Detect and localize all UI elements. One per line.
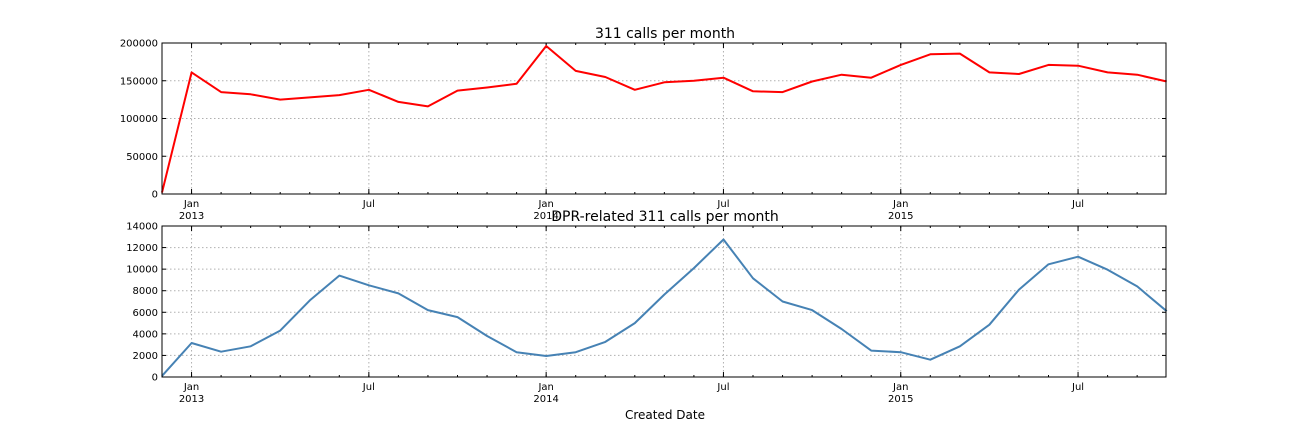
x-tick-sublabel: 2014 (533, 394, 558, 405)
x-tick-label: Jan (892, 199, 908, 210)
y-tick-label: 6000 (133, 308, 158, 319)
series-line-1 (161, 45, 1167, 193)
plot-frame-2 (161, 225, 1167, 378)
chart-2-x-axis-label: Created Date (625, 408, 705, 422)
x-tick-label: Jan (183, 199, 199, 210)
y-tick-label: 100000 (120, 114, 158, 125)
x-tick-sublabel: 2014 (533, 211, 558, 222)
y-tick-label: 14000 (126, 222, 158, 233)
y-tick-label: 0 (152, 373, 158, 384)
x-tick-label: Jul (716, 382, 729, 393)
y-tick-label: 150000 (120, 76, 158, 87)
series-line-2 (161, 238, 1168, 377)
plot-frame-1 (161, 42, 1167, 195)
x-tick-label: Jul (716, 199, 729, 210)
x-tick-label: Jul (1071, 382, 1084, 393)
chart-1-title: 311 calls per month (595, 26, 735, 42)
x-tick-label: Jan (537, 382, 553, 393)
y-tick-label: 0 (152, 190, 158, 201)
x-tick-label: Jul (362, 382, 375, 393)
x-tick-label: Jan (183, 382, 199, 393)
y-tick-label: 50000 (126, 152, 158, 163)
y-tick-label: 10000 (126, 265, 158, 276)
x-tick-label: Jul (1071, 199, 1084, 210)
y-tick-label: 8000 (133, 286, 158, 297)
x-tick-sublabel: 2015 (888, 211, 913, 222)
x-tick-sublabel: 2013 (179, 211, 204, 222)
y-tick-label: 200000 (120, 39, 158, 50)
y-tick-label: 12000 (126, 243, 158, 254)
y-tick-label: 2000 (133, 351, 158, 362)
x-tick-sublabel: 2013 (179, 394, 204, 405)
x-tick-label: Jul (362, 199, 375, 210)
x-tick-label: Jan (892, 382, 908, 393)
x-tick-sublabel: 2015 (888, 394, 913, 405)
y-tick-label: 4000 (133, 329, 158, 340)
chart-2-title: DPR-related 311 calls per month (551, 209, 779, 225)
x-tick-label: Jan (537, 199, 553, 210)
